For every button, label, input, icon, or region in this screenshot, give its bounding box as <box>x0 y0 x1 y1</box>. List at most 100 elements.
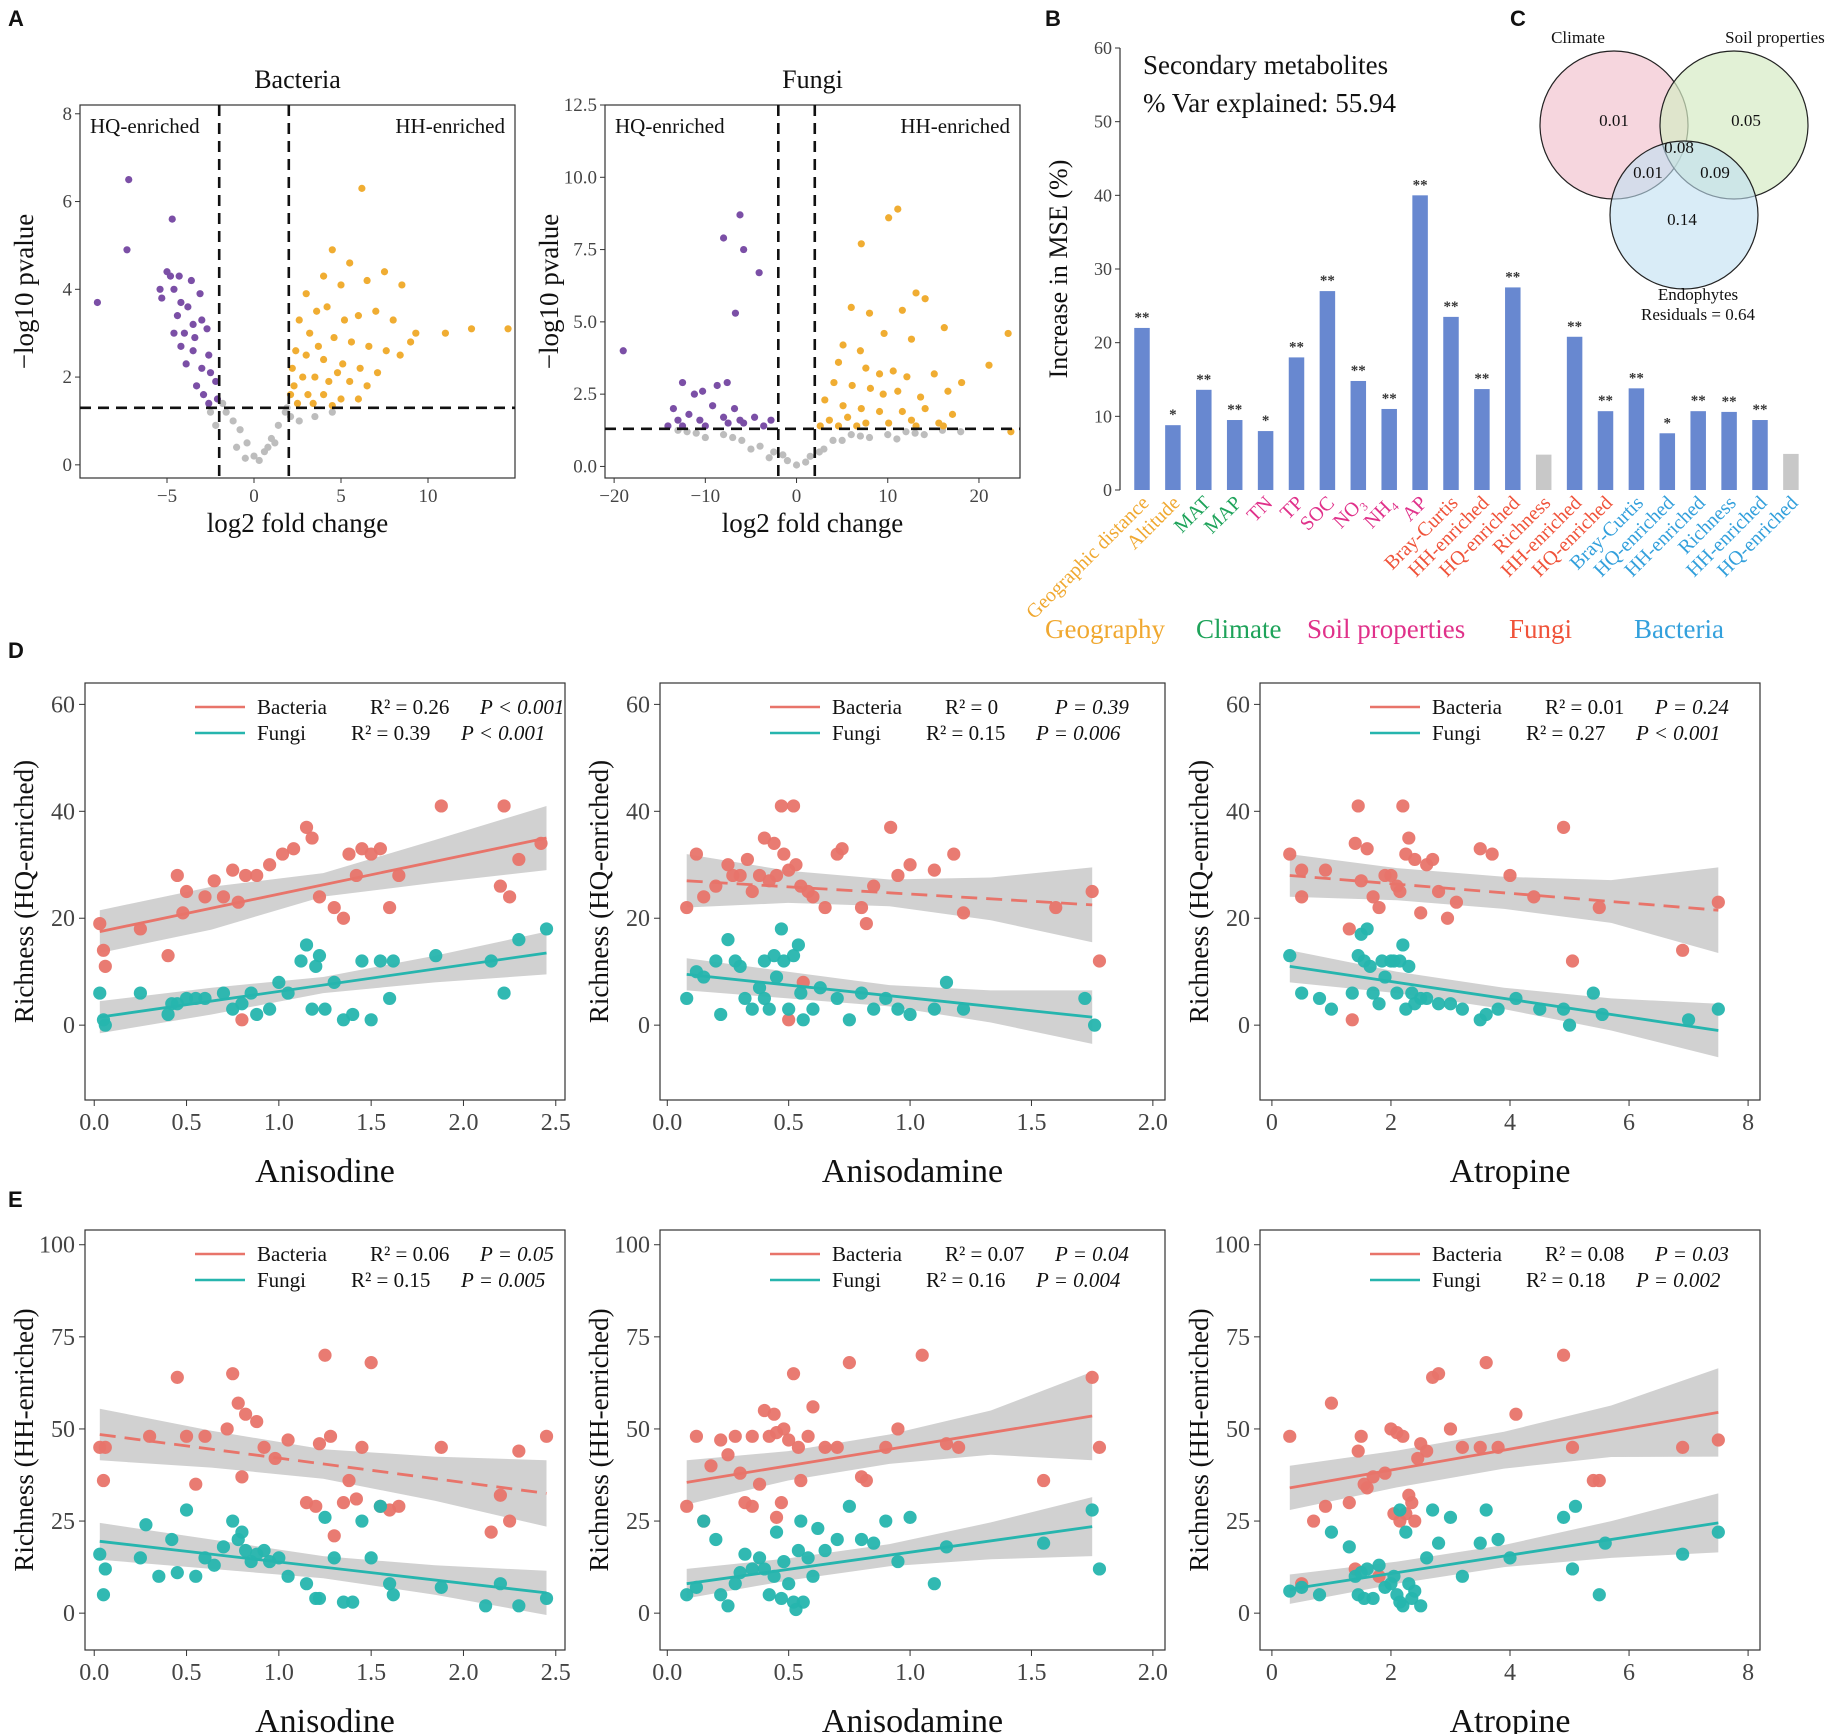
hq-point <box>723 378 731 387</box>
y-axis-label: −log10 pvalue <box>534 214 564 369</box>
hh-point <box>930 370 938 378</box>
bacteria-point <box>818 1440 832 1454</box>
legend-stat-bacteria: R² = 0 <box>945 695 998 719</box>
hh-point <box>875 370 884 378</box>
x-tick-label: 0.0 <box>79 1660 109 1686</box>
bacteria-point <box>1384 868 1398 883</box>
bacteria-point <box>1473 1440 1487 1454</box>
hh-point <box>839 402 847 410</box>
hq-point <box>182 360 190 368</box>
hq-point <box>206 369 215 377</box>
fungi-point <box>1586 986 1600 1000</box>
hq-point <box>158 294 166 302</box>
group-label-bacteria: Bacteria <box>1634 614 1724 644</box>
y-tick-label: 40 <box>1094 185 1112 205</box>
fungi-point <box>721 933 735 947</box>
panel-label-E: E <box>8 1187 23 1212</box>
bacteria-point <box>342 1473 356 1488</box>
bacteria-point <box>327 900 341 915</box>
fungi-point <box>179 1503 194 1517</box>
bacteria-point <box>239 1407 253 1421</box>
bacteria-point <box>497 799 511 813</box>
x-tick-label: −20 <box>599 486 629 507</box>
fungi-point <box>497 986 511 1000</box>
value-climate-only: 0.01 <box>1599 111 1629 130</box>
hh-point <box>407 338 415 346</box>
bacteria-point <box>1440 911 1455 925</box>
hq-point <box>740 419 748 427</box>
fungi-point <box>818 1543 832 1558</box>
bacteria-confidence-band <box>686 854 1093 943</box>
fungi-point <box>842 1013 856 1027</box>
panel-label-C: C <box>1510 6 1526 31</box>
bacteria-point <box>257 1440 271 1454</box>
bar-0 <box>1134 327 1150 490</box>
x-tick-label: 0.5 <box>172 1110 202 1136</box>
y-tick-label: 0 <box>63 455 73 476</box>
bacteria-point <box>704 1459 718 1473</box>
bacteria-point <box>774 1496 788 1510</box>
bacteria-point <box>1676 1440 1690 1454</box>
x-tick-label: 2.0 <box>1138 1110 1168 1136</box>
y-axis-label: Richness (HH-enriched) <box>1184 1308 1214 1571</box>
legend-stat-bacteria: R² = 0.26 <box>370 695 449 719</box>
hh-point <box>880 329 888 338</box>
hh-point <box>299 373 307 381</box>
fungi-point <box>709 954 723 968</box>
hq-point <box>189 320 197 329</box>
fungi-point <box>714 1007 728 1022</box>
fungi-point <box>239 1543 253 1558</box>
fungi-point <box>1399 1525 1413 1539</box>
y-axis-label: −log10 pvalue <box>9 214 39 369</box>
hh-point <box>373 369 382 377</box>
fungi-point <box>801 1551 815 1565</box>
legend-label-fungi: Fungi <box>257 1268 306 1292</box>
bacteria-point <box>1711 1433 1725 1447</box>
y-tick-label: 100 <box>614 1233 650 1259</box>
hh-point <box>921 295 929 303</box>
group-label-geography: Geography <box>1045 614 1165 644</box>
legend-label-bacteria: Bacteria <box>1432 1242 1503 1266</box>
regression-E2: 0.0 0.5 1.0 1.5 2.0 0 25 50 75 100 Anisodamine Rich… <box>584 1229 1168 1734</box>
hh-point <box>347 338 356 346</box>
fungi-point <box>346 1595 360 1609</box>
panel-label-D: D <box>8 638 24 663</box>
fungi-point <box>272 975 286 989</box>
hq-point <box>755 269 763 277</box>
fungi-point <box>757 991 771 1006</box>
hh-point <box>295 316 303 324</box>
bacteria-point <box>794 1473 808 1488</box>
legend-p-fungi: P < 0.001 <box>460 721 545 745</box>
ns-point <box>829 436 837 445</box>
fungi-point <box>1283 949 1297 963</box>
fungi-point <box>1360 1562 1374 1576</box>
y-tick-label: 75 <box>626 1325 650 1351</box>
bacteria-point <box>503 890 517 904</box>
legend-stat-bacteria: R² = 0.08 <box>1545 1242 1624 1266</box>
hq-point <box>731 309 740 317</box>
fungi-point <box>170 1566 184 1580</box>
x-tick-label: 5 <box>336 486 346 507</box>
fungi-point <box>429 949 443 963</box>
y-tick-label: 40 <box>1226 799 1250 825</box>
hq-point <box>698 387 707 395</box>
fungi-point <box>842 1499 856 1513</box>
hh-point <box>333 369 342 377</box>
bar-5 <box>1288 357 1305 490</box>
bacteria-point <box>1556 1348 1571 1362</box>
hq-point <box>192 382 201 390</box>
significance-4: * <box>1262 413 1270 429</box>
bacteria-point <box>721 858 735 872</box>
y-tick-label: 0 <box>638 1601 650 1627</box>
bar-8 <box>1381 408 1397 490</box>
ns-point <box>729 433 737 442</box>
fungi-point <box>250 1007 264 1022</box>
x-tick-label: 2.5 <box>541 1660 571 1686</box>
significance-6: ** <box>1320 273 1335 289</box>
fungi-confidence-band <box>686 1497 1093 1599</box>
bar-6 <box>1319 291 1336 490</box>
bacteria-point <box>1509 1407 1523 1421</box>
hq-point <box>198 364 206 372</box>
fungi-fit-line <box>1289 1521 1719 1591</box>
plot-title: Fungi <box>782 65 843 94</box>
